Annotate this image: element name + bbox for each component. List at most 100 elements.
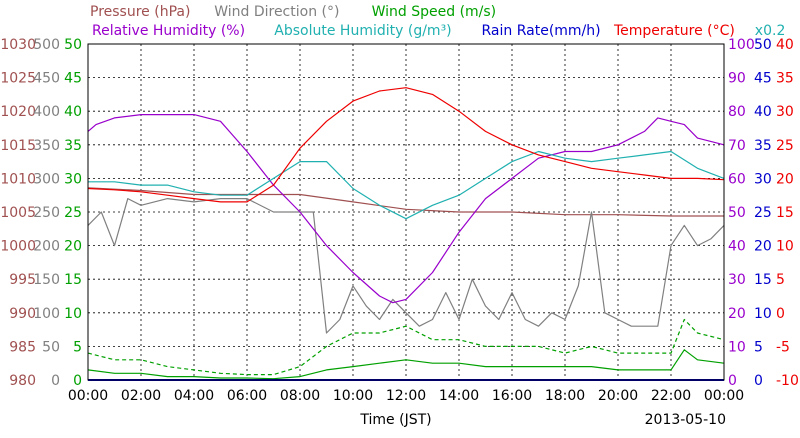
y-tick-label-temperature: 35 (776, 71, 794, 87)
legend-entry: Pressure (hPa) (90, 4, 190, 20)
legend-entry: Absolute Humidity (g/m³) (274, 23, 451, 39)
x-tick-label: 22:00 (651, 388, 691, 404)
y-tick-label-temperature: -5 (776, 339, 790, 355)
y-tick-label-wind-direction: 100 (33, 306, 60, 322)
y-tick-label-rain-rate: 25 (754, 205, 772, 221)
y-tick-label-relative-humidity: 80 (728, 104, 746, 120)
y-tick-label-wind-speed: 15 (64, 272, 82, 288)
y-tick-label-rain-rate: 0 (754, 373, 763, 389)
y-tick-label-pressure: 1000 (0, 239, 36, 255)
y-tick-label-rain-rate: 15 (754, 272, 772, 288)
y-tick-label-pressure: 1010 (0, 171, 36, 187)
y-tick-label-temperature: 15 (776, 205, 794, 221)
y-tick-label-wind-direction: 200 (33, 239, 60, 255)
y-tick-label-wind-direction: 500 (33, 37, 60, 53)
y-tick-label-rain-rate: 50 (754, 37, 772, 53)
legend-entry: Temperature (°C) (613, 23, 735, 39)
date-label: 2013-05-10 (645, 412, 726, 428)
y-tick-label-relative-humidity: 40 (728, 239, 746, 255)
series-line-7 (87, 87, 725, 203)
y-tick-label-wind-direction: 150 (33, 272, 60, 288)
legend-entry: Wind Speed (m/s) (372, 4, 497, 20)
y-tick-label-wind-direction: 0 (51, 373, 60, 389)
legend-entry: Relative Humidity (%) (92, 23, 245, 39)
y-tick-label-pressure: 985 (9, 339, 36, 355)
x-axis: 00:00 02:00 04:00 06:00 08:00 10:00 12:00 14:00… (68, 388, 744, 428)
y-tick-label-wind-direction: 450 (33, 71, 60, 87)
y-tick-label-relative-humidity: 10 (728, 339, 746, 355)
y-tick-label-relative-humidity: 0 (728, 373, 737, 389)
series-line-1 (87, 198, 725, 334)
y-tick-label-temperature: 25 (776, 138, 794, 154)
x-tick-label: 00:00 (68, 388, 108, 404)
y-tick-label-rain-rate: 10 (754, 306, 772, 322)
y-tick-label-temperature: 30 (776, 104, 794, 120)
x-tick-label: 04:00 (174, 388, 214, 404)
y-tick-label-wind-speed: 50 (64, 37, 82, 53)
y-tick-label-pressure: 1025 (0, 71, 36, 87)
y-tick-label-wind-direction: 400 (33, 104, 60, 120)
y-tick-label-temperature: -10 (776, 373, 799, 389)
y-tick-label-relative-humidity: 60 (728, 171, 746, 187)
y-tick-label-relative-humidity: 100 (728, 37, 755, 53)
x-tick-label: 20:00 (598, 388, 638, 404)
series-line-0 (87, 187, 724, 217)
y-tick-label-pressure: 1030 (0, 37, 36, 53)
y-tick-label-temperature: 5 (776, 272, 785, 288)
y-tick-label-temperature: 20 (776, 171, 794, 187)
x-tick-label: 06:00 (227, 388, 267, 404)
y-tick-label-wind-direction: 50 (42, 339, 60, 355)
series-line-2 (87, 349, 725, 380)
x-tick-label: 14:00 (439, 388, 479, 404)
y-tick-label-pressure: 990 (9, 306, 36, 322)
grid-lines (88, 44, 724, 380)
legend-entry: Wind Direction (°) (214, 4, 339, 20)
y-tick-label-relative-humidity: 20 (728, 306, 746, 322)
series-line-5 (88, 150, 725, 220)
y-tick-label-relative-humidity: 90 (728, 71, 746, 87)
x-tick-label: 12:00 (386, 388, 426, 404)
series-layer (87, 87, 725, 381)
y-tick-label-wind-direction: 250 (33, 205, 60, 221)
y-tick-label-pressure: 1015 (0, 138, 36, 154)
y-tick-label-relative-humidity: 50 (728, 205, 746, 221)
y-tick-label-wind-speed: 20 (64, 239, 82, 255)
axes-layer: 9809859909951000100510101015102010251030… (0, 37, 799, 389)
y-tick-label-rain-rate: 5 (754, 339, 763, 355)
y-tick-label-relative-humidity: 30 (728, 272, 746, 288)
plot-frame (87, 43, 725, 381)
y-tick-label-wind-speed: 35 (64, 138, 82, 154)
y-tick-label-wind-speed: 45 (64, 71, 82, 87)
y-tick-label-relative-humidity: 70 (728, 138, 746, 154)
y-tick-label-pressure: 980 (9, 373, 36, 389)
y-tick-label-rain-rate: 45 (754, 71, 772, 87)
legend-entry: x0.2 (755, 23, 786, 39)
x-tick-label: 10:00 (333, 388, 373, 404)
chart-title-legend: Pressure (hPa) Wind Direction (°) Wind Spe… (90, 4, 785, 39)
y-tick-label-pressure: 1005 (0, 205, 36, 221)
x-tick-label: 02:00 (121, 388, 161, 404)
y-tick-label-pressure: 995 (9, 272, 36, 288)
series-line-3 (87, 318, 725, 376)
y-tick-label-temperature: 40 (776, 37, 794, 53)
y-tick-label-rain-rate: 35 (754, 138, 772, 154)
y-tick-label-wind-speed: 40 (64, 104, 82, 120)
y-tick-label-wind-speed: 5 (73, 339, 82, 355)
y-tick-label-pressure: 1020 (0, 104, 36, 120)
y-tick-label-rain-rate: 20 (754, 239, 772, 255)
series-line-4 (87, 113, 725, 304)
y-tick-label-wind-speed: 25 (64, 205, 82, 221)
y-tick-label-temperature: 10 (776, 239, 794, 255)
x-tick-label: 00:00 (704, 388, 744, 404)
x-tick-label: 18:00 (545, 388, 585, 404)
x-axis-label: Time (JST) (359, 412, 431, 428)
legend-entry: Rain Rate(mm/h) (482, 23, 601, 39)
x-tick-label: 16:00 (492, 388, 532, 404)
y-tick-label-wind-speed: 0 (73, 373, 82, 389)
y-tick-label-rain-rate: 40 (754, 104, 772, 120)
x-tick-label: 08:00 (280, 388, 320, 404)
y-tick-label-wind-speed: 30 (64, 171, 82, 187)
y-tick-label-rain-rate: 30 (754, 171, 772, 187)
